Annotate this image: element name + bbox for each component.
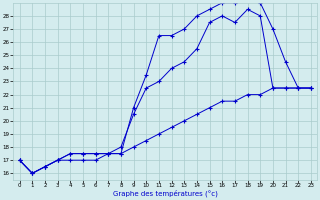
X-axis label: Graphe des températures (°c): Graphe des températures (°c) (113, 190, 218, 197)
